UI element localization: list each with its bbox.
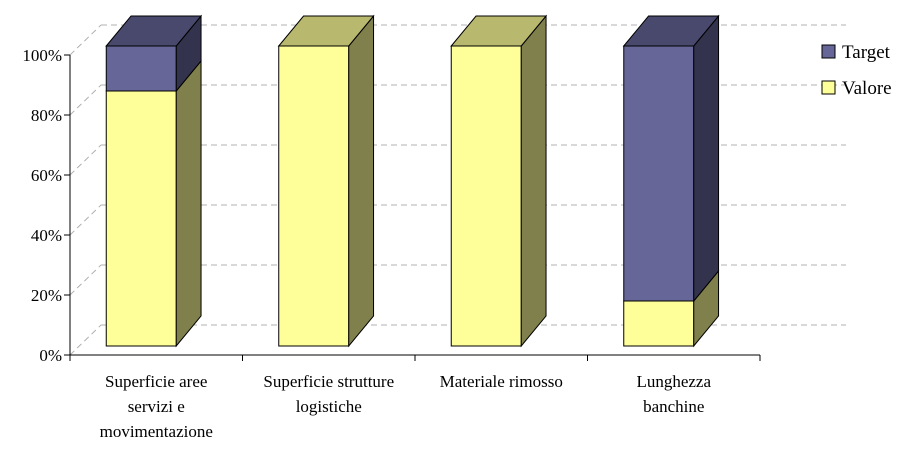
bar-valore-side — [175, 59, 202, 348]
gridline-depth — [69, 264, 102, 296]
y-tick-label: 60% — [31, 166, 62, 185]
x-tick-label-line: Superficie aree — [105, 372, 207, 391]
x-tick-label: Materiale rimosso — [440, 372, 563, 391]
x-tick-label: Lunghezza banchine — [636, 372, 711, 416]
x-tick-label-line: movimentazione — [100, 422, 213, 441]
x-tick-label-line: Superficie strutture — [263, 372, 394, 391]
bar-target-top — [105, 15, 203, 47]
bar-valore-top — [450, 15, 548, 47]
x-tick-label: Superficie aree servizi e movimentazione — [100, 372, 213, 441]
legend-label-valore: Valore — [842, 78, 892, 99]
gridline-depth — [69, 144, 102, 176]
bar-valore-front — [105, 90, 177, 347]
legend-swatch-target — [821, 44, 836, 59]
gridline-depth — [69, 84, 102, 116]
bar-valore-side — [520, 14, 547, 348]
x-tick-label-line: servizi e — [128, 397, 185, 416]
bar-valore-front — [450, 45, 522, 347]
x-tick-label-line: Materiale rimosso — [440, 372, 563, 391]
y-tick-label: 20% — [31, 286, 62, 305]
y-tick-label: 100% — [22, 46, 62, 65]
y-tick-label: 80% — [31, 106, 62, 125]
bar-target-side — [693, 14, 720, 303]
bar-valore-top — [277, 15, 375, 47]
y-tick-label: 0% — [39, 346, 62, 365]
bar-target-top — [622, 15, 720, 47]
gridline-depth — [69, 324, 102, 356]
x-tick-label-line: logistiche — [296, 397, 362, 416]
legend-swatch-valore — [821, 80, 836, 95]
bar-target-front — [105, 45, 177, 92]
gridline-depth — [69, 24, 102, 56]
x-tick-label-line: banchine — [643, 397, 704, 416]
bar-target-front — [623, 45, 695, 302]
x-tick-label: Superficie strutture logistiche — [263, 372, 394, 416]
bar-valore-side — [348, 14, 375, 348]
bar-valore-front — [623, 300, 695, 347]
bar-valore-front — [278, 45, 350, 347]
legend-label-target: Target — [842, 42, 891, 63]
gridline-depth — [69, 204, 102, 236]
x-tick-label-line: Lunghezza — [636, 372, 711, 391]
y-tick-label: 40% — [31, 226, 62, 245]
